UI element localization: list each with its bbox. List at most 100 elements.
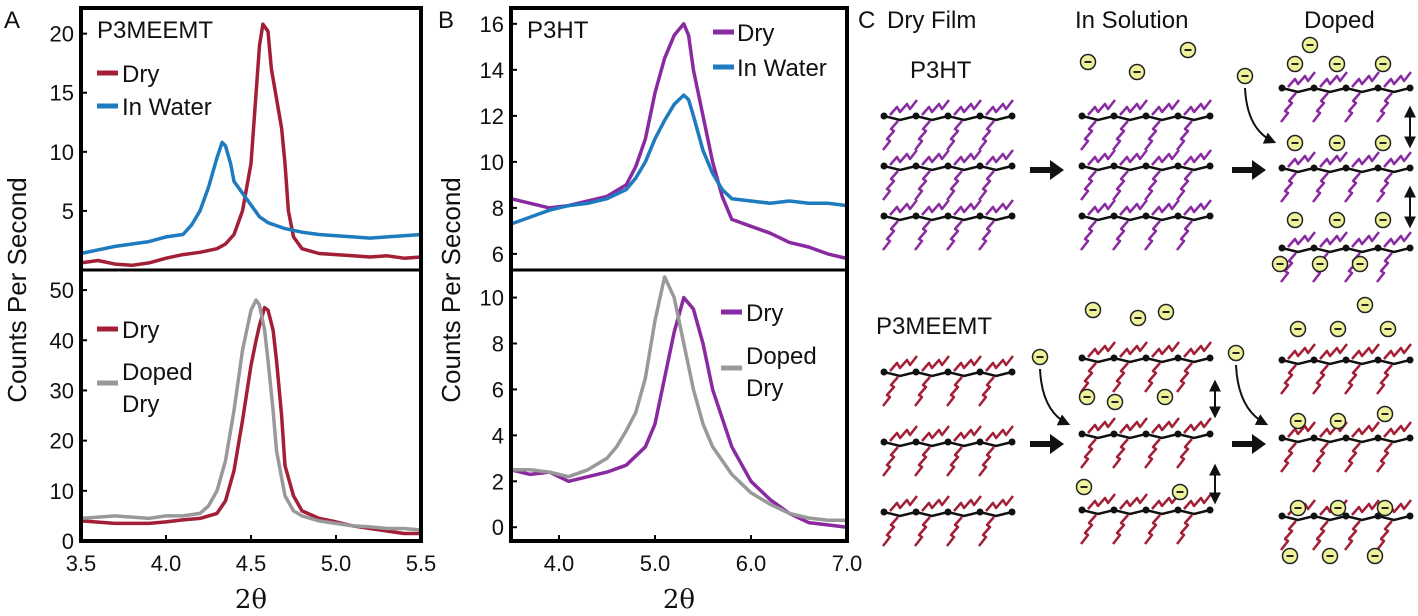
p3meemt-chain-dry-0 <box>880 355 1016 407</box>
anion-icon <box>1376 405 1394 423</box>
anion-icon <box>1075 478 1093 496</box>
plot-a-bottom: 0 10 20 30 40 50 3.5 4.0 4.5 5.0 5.5 <box>50 278 437 576</box>
anion-icon <box>1374 134 1392 152</box>
legend-label-b-bottom-dry: Dry <box>746 300 783 327</box>
x-tick-label: 4.5 <box>236 551 267 576</box>
y-tick-label: 14 <box>480 58 504 83</box>
p3meemt-chain-solution-2 <box>1078 493 1214 545</box>
legend-label-a-top-dry: Dry <box>122 61 159 88</box>
y-tick-label: 10 <box>480 150 504 175</box>
plot-b-bottom: 0 2 4 6 8 10 4.0 5.0 6.0 7.0 <box>480 275 863 576</box>
p3ht-chain-doped-1 <box>1278 151 1414 203</box>
panel-label-a: A <box>4 7 20 34</box>
anion-icon <box>1329 412 1347 430</box>
schematic-diagram <box>880 36 1416 565</box>
anion-icon <box>1328 55 1346 73</box>
series-line-dry <box>509 22 849 261</box>
x-axis-label-b: 2θ <box>663 585 695 615</box>
anion-icon <box>1329 320 1347 338</box>
y-tick-label: 0 <box>62 529 74 554</box>
anion-icon <box>1271 255 1289 273</box>
x-axis-label-a: 2θ <box>235 585 267 615</box>
curved-arrow-icon <box>1244 87 1277 144</box>
y-tick-label: 10 <box>480 286 504 311</box>
anion-icon <box>1289 499 1307 517</box>
p3ht-chain-solution-2 <box>1078 199 1214 251</box>
y-tick-label: 20 <box>50 22 74 47</box>
anion-icon <box>1301 36 1319 54</box>
p3meemt-chain-dry-1 <box>880 425 1016 477</box>
anion-icon <box>1227 344 1245 362</box>
anion-icon <box>1289 412 1307 430</box>
p3ht-chain-dry-2 <box>880 199 1016 251</box>
arrow-right-icon <box>1232 434 1266 454</box>
y-tick-label: 30 <box>50 378 74 403</box>
y-tick-label: 5 <box>62 199 74 224</box>
p3ht-chain-dry-1 <box>880 149 1016 201</box>
series-line-dry <box>509 295 849 529</box>
anion-icon <box>1374 211 1392 229</box>
title-b-top: P3HT <box>527 17 589 44</box>
p3ht-chain-solution-0 <box>1078 99 1214 151</box>
y-axis-label-b: Counts Per Second <box>436 177 466 402</box>
anion-icon <box>1374 55 1392 73</box>
legend-label-b-top-water: In Water <box>737 55 827 82</box>
anion-icon <box>1079 53 1097 71</box>
series-line-doped-dry <box>79 298 423 532</box>
anion-icon <box>1286 55 1304 73</box>
frame-b <box>509 6 849 543</box>
p3meemt-chain-solution-0 <box>1078 341 1214 393</box>
row-label-p3ht: P3HT <box>910 57 972 84</box>
anion-icon <box>1321 547 1339 565</box>
x-tick-label: 4.0 <box>544 551 575 576</box>
x-tick-label: 6.0 <box>736 551 767 576</box>
p3meemt-chain-doped-2 <box>1278 499 1414 551</box>
anion-icon <box>1351 255 1369 273</box>
panel-label-c: C <box>858 7 875 34</box>
p3ht-chain-doped-0 <box>1278 71 1414 123</box>
anion-icon <box>1379 320 1397 338</box>
anion-icon <box>1328 134 1346 152</box>
anion-icon <box>1179 41 1197 59</box>
anion-icon <box>1286 134 1304 152</box>
x-tick-label: 7.0 <box>832 551 863 576</box>
y-tick-label: 50 <box>50 278 74 303</box>
anion-icon <box>1356 296 1374 314</box>
frame-a <box>79 6 423 543</box>
column-header-in-solution: In Solution <box>1075 7 1188 34</box>
p3ht-chain-doped-2 <box>1278 231 1414 283</box>
anion-icon <box>1156 388 1174 406</box>
panel-label-b: B <box>438 7 454 34</box>
y-tick-label: 40 <box>50 328 74 353</box>
p3ht-chain-solution-1 <box>1078 149 1214 201</box>
plot-b-top: 6 8 10 12 14 16 <box>480 12 849 267</box>
p3meemt-chain-doped-1 <box>1278 421 1414 473</box>
anion-icon <box>1031 348 1049 366</box>
anion-icon <box>1328 211 1346 229</box>
y-tick-label: 20 <box>50 429 74 454</box>
y-tick-label: 6 <box>492 377 504 402</box>
y-tick-label: 10 <box>50 140 74 165</box>
arrow-right-icon <box>1232 160 1266 180</box>
y-tick-label: 8 <box>492 196 504 221</box>
p3meemt-chain-dry-2 <box>880 495 1016 547</box>
y-tick-label: 8 <box>492 331 504 356</box>
anion-icon <box>1171 483 1189 501</box>
row-label-p3meemt: P3MEEMT <box>876 313 992 340</box>
anion-icon <box>1236 67 1254 85</box>
x-tick-label: 5.0 <box>640 551 671 576</box>
y-tick-label: 15 <box>50 81 74 106</box>
anion-icon <box>1376 499 1394 517</box>
anion-icon <box>1157 303 1175 321</box>
plot-a-top: 5 10 15 20 <box>50 22 423 268</box>
curved-arrow-icon <box>1039 368 1071 426</box>
series-line-doped-dry <box>509 275 849 523</box>
arrow-right-icon <box>1030 434 1064 454</box>
x-tick-label: 5.5 <box>406 551 437 576</box>
series-line-dry <box>79 22 423 268</box>
x-tick-label: 4.0 <box>151 551 182 576</box>
legend-label-b-bottom-doped: Doped Dry <box>746 343 817 402</box>
title-a-top: P3MEEMT <box>97 17 213 44</box>
legend-label-a-top-water: In Water <box>122 94 212 121</box>
